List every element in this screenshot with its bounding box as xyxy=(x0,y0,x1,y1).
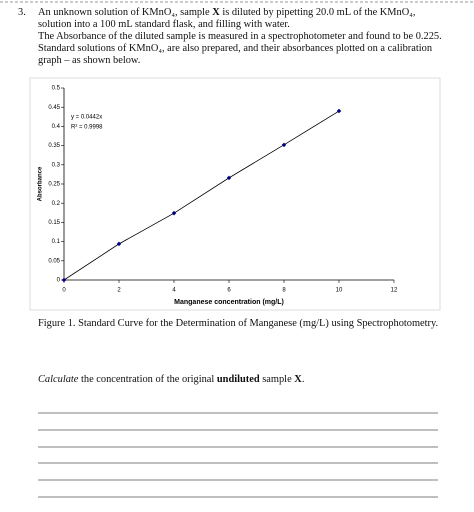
x-tick-label: 12 xyxy=(391,288,398,294)
text-run: sample xyxy=(259,374,295,385)
text-run: Calculate xyxy=(38,374,79,385)
x-tick-label: 10 xyxy=(336,288,343,294)
text-run: X xyxy=(294,374,302,385)
point xyxy=(171,210,177,216)
text-run: The Absorbance of the diluted sample is … xyxy=(38,31,442,42)
paragraph: An unknown solution of KMnO₄, sample X i… xyxy=(38,7,443,31)
question-text: An unknown solution of KMnO₄, sample X i… xyxy=(38,7,443,67)
y-tick-label: 0.5 xyxy=(52,86,61,92)
point xyxy=(116,241,122,247)
y-tick-label: 0.1 xyxy=(52,239,61,245)
text-run: Standard solutions of KMnO₄, are also pr… xyxy=(38,43,433,66)
x-axis-label: Manganese concentration (mg/L) xyxy=(174,299,284,306)
text-run: . xyxy=(301,374,305,385)
text-run: undiluted xyxy=(216,374,260,385)
answer-lines xyxy=(38,412,438,498)
y-tick-label: 0 xyxy=(57,278,61,284)
y-axis-label: Absorbance xyxy=(38,166,44,201)
x-tick-label: 8 xyxy=(282,288,286,294)
y-tick-label: 0.05 xyxy=(48,258,60,264)
question-number: 3. xyxy=(18,7,26,18)
text-run: X xyxy=(212,7,220,18)
y-tick-label: 0.15 xyxy=(48,220,60,226)
line xyxy=(63,110,340,281)
caption: Figure 1. Standard Curve for the Determi… xyxy=(38,318,439,329)
y-tick-label: 0.25 xyxy=(48,182,60,188)
chart: 0 0.05 0.1 0.15 0.2 0.25 0.3 0.35 0.4 0.45 0.5 0 2 4 6… xyxy=(38,86,398,306)
paragraph: Standard solutions of KMnO₄, are also pr… xyxy=(38,43,443,67)
x-tick-label: 4 xyxy=(172,288,176,294)
instruction: Calculate the concentration of the origi… xyxy=(38,374,304,386)
y-tick-label: 0.35 xyxy=(48,143,60,149)
chart-frame xyxy=(29,77,441,311)
point xyxy=(226,175,232,181)
y-tick-label: 0.4 xyxy=(52,124,61,130)
text-run: the concentration of the original xyxy=(78,374,217,385)
text-run: is diluted by pipetting 20.0 mL of the K… xyxy=(38,7,416,30)
y-tick-label: 0.45 xyxy=(48,105,60,111)
annotation: y = 0.0442x xyxy=(71,115,102,121)
point xyxy=(336,108,342,114)
point xyxy=(61,277,67,283)
annotation: R² = 0.9998 xyxy=(71,125,103,131)
x-tick-label: 2 xyxy=(117,288,121,294)
paragraph: The Absorbance of the diluted sample is … xyxy=(38,31,443,43)
x-tick-label: 6 xyxy=(227,288,231,294)
y-tick-label: 0.2 xyxy=(52,201,61,207)
x-tick-label: 0 xyxy=(62,288,66,294)
y-tick-label: 0.3 xyxy=(52,162,61,168)
text-run: An unknown solution of KMnO₄, sample xyxy=(38,7,213,18)
point xyxy=(281,142,287,148)
